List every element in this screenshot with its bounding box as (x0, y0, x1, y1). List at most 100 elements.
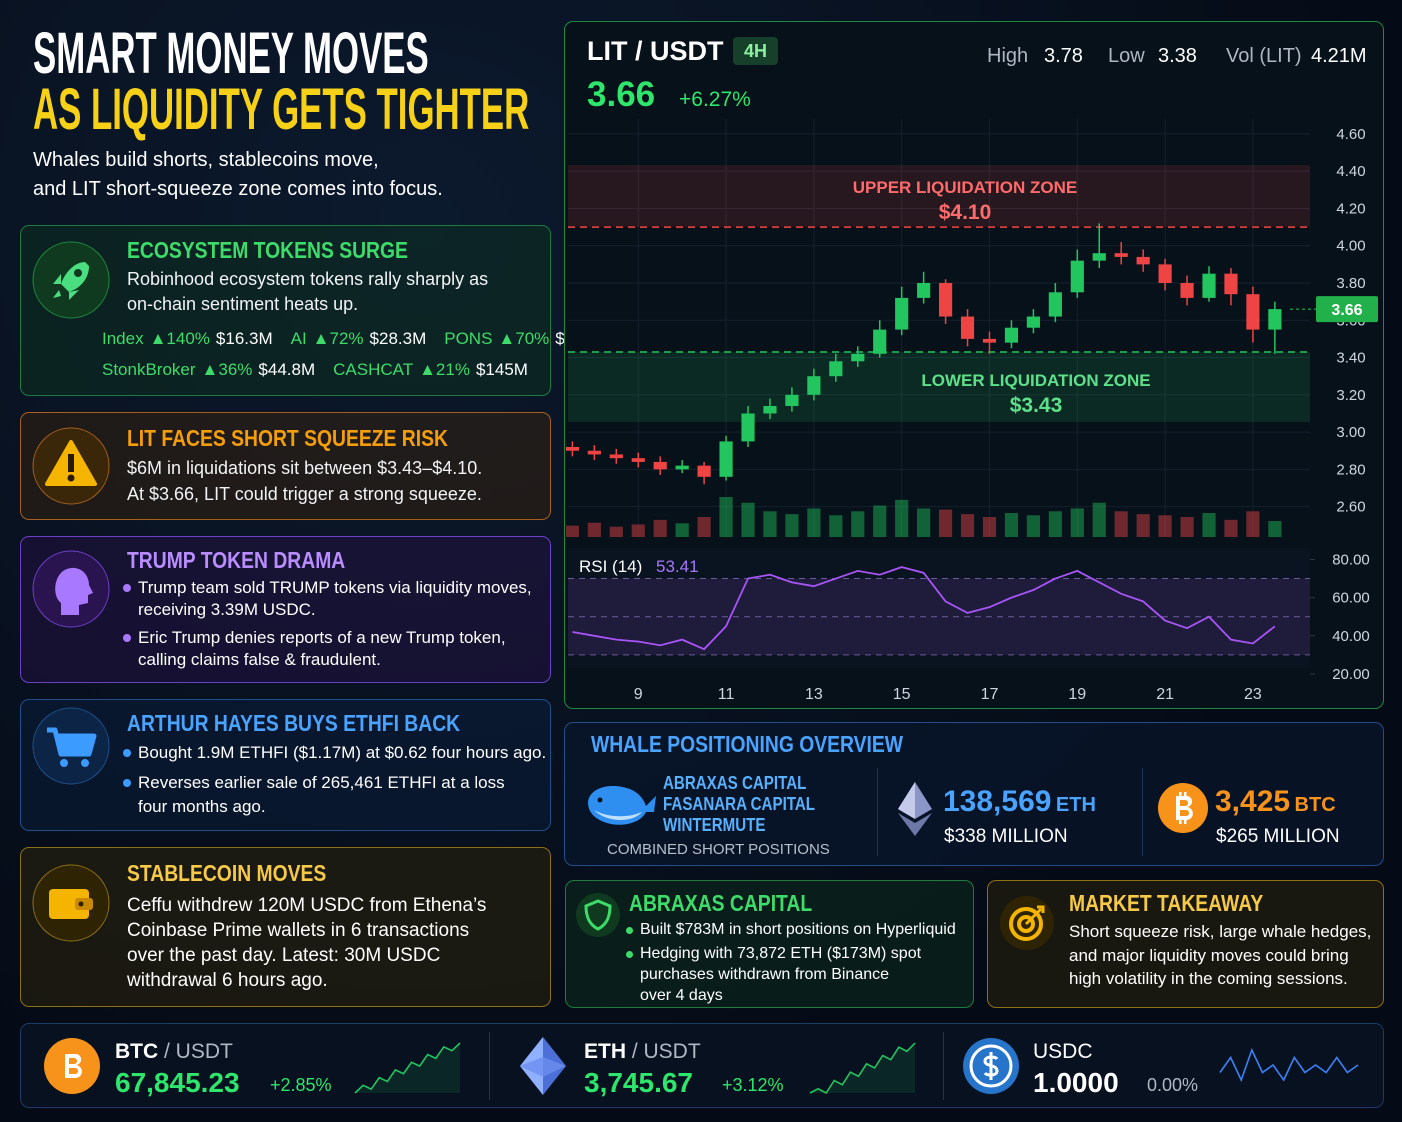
target-icon (1000, 896, 1054, 950)
element (74, 269, 82, 277)
bullet (626, 951, 633, 958)
panel-title: ARTHUR HAYES BUYS ETHFI BACK (127, 710, 461, 736)
element (520, 1057, 566, 1077)
element (1179, 792, 1182, 797)
whale-panel (564, 722, 1384, 866)
bullet-text: receiving 3.39M USDC. (138, 600, 316, 619)
zone-name: UPPER LIQUIDATION ZONE (853, 178, 1077, 197)
zone-band (568, 351, 1310, 422)
ticker-bar (20, 1023, 1384, 1108)
candle-body (1048, 292, 1062, 317)
eth-amount: 138,569 ETH (943, 785, 1096, 819)
y-tick-label: 2.60 (1336, 499, 1365, 516)
bullet (123, 584, 131, 592)
panel-title: ECOSYSTEM TOKENS SURGE (127, 237, 408, 263)
volume-bar (895, 499, 909, 537)
volume-bar (1158, 515, 1172, 537)
timeframe: 4H (733, 37, 778, 65)
token-change: ▲72% (312, 329, 364, 348)
btc-value: $265 MILLION (1216, 826, 1340, 847)
ticker-price: 67,845.23 (115, 1067, 240, 1098)
volume-bar (1202, 513, 1216, 537)
volume-bar (960, 514, 975, 537)
token: CASHCAT ▲21% $145M (333, 360, 528, 380)
candle-body (1246, 294, 1260, 330)
candle-body (807, 376, 821, 395)
btc-icon (1158, 783, 1208, 833)
element (584, 899, 612, 931)
stat-value: 4.21M (1311, 45, 1367, 67)
panel-text: Ceffu withdrew 120M USDC from Ethena’s (127, 895, 487, 916)
sparkline-area (810, 1043, 915, 1093)
candle-body (829, 361, 843, 377)
wallet-icon (32, 864, 110, 942)
element (1017, 915, 1035, 933)
token-change: ▲140% (149, 329, 210, 348)
bullet-text: Hedging with 73,872 ETH ($173M) spot (640, 945, 922, 962)
candle-body (1114, 253, 1128, 257)
volume-bar (609, 526, 623, 537)
volume-bar (565, 525, 579, 537)
element (1179, 819, 1182, 824)
y-tick-label: 4.00 (1336, 238, 1365, 255)
y-tick-label: 3.80 (1336, 275, 1365, 292)
volume-bar (631, 524, 645, 537)
candle-body (1268, 309, 1282, 330)
unit: ETH (1055, 794, 1096, 816)
token-change: ▲70% (498, 329, 550, 348)
ticker-change: 0.00% (1147, 1075, 1199, 1095)
element (1009, 907, 1043, 941)
y-tick-label: 4.40 (1336, 163, 1365, 180)
panel-title: TRUMP TOKEN DRAMA (127, 547, 346, 573)
stat-value: 3.78 (1044, 45, 1083, 67)
volume-bar (719, 497, 733, 537)
panel-title: WHALE POSITIONING OVERVIEW (591, 731, 904, 757)
candle-body (675, 465, 689, 470)
element (1024, 905, 1045, 926)
hayes-panel (20, 699, 551, 831)
rsi-line (572, 566, 1276, 651)
token-name: Index (102, 329, 144, 348)
element (1184, 819, 1187, 824)
quote: / USDT (164, 1040, 233, 1063)
x-tick-label: 21 (1156, 686, 1174, 703)
panel-text: and major liquidity moves could bring (1069, 946, 1349, 965)
y-tick-label: 2.80 (1336, 461, 1365, 478)
candle-body (1004, 327, 1019, 343)
bullet-text: four months ago. (138, 797, 266, 816)
token-volume: $145M (475, 360, 528, 379)
eth-icon (898, 782, 932, 836)
candle-body (917, 283, 931, 298)
panel-text: withdrawal 6 hours ago. (127, 970, 328, 991)
volume-bar (873, 505, 887, 537)
element (60, 759, 68, 767)
candle-body (873, 329, 887, 354)
volume-bar (763, 511, 777, 537)
shield-icon (576, 893, 620, 937)
element (65, 1054, 82, 1078)
bullet-text: Bought 1.9M ETHFI ($1.17M) at $0.62 four… (138, 743, 547, 762)
warning-icon (32, 427, 110, 505)
quote: / USDT (631, 1040, 701, 1063)
token-change: ▲36% (201, 360, 253, 379)
stablecoin-panel (20, 847, 551, 1007)
y-tick-label: 60.00 (1332, 590, 1370, 607)
element (594, 810, 642, 820)
panel-text: $6M in liquidations sit between $3.43–$4… (127, 458, 483, 478)
volume-bar (1136, 514, 1150, 537)
token-change: ▲21% (419, 360, 470, 379)
pair: LIT / USDT (587, 36, 724, 66)
sparkline (809, 1042, 916, 1095)
token-name: PONS (444, 329, 493, 348)
candle-body (1136, 256, 1150, 265)
volume-bar (587, 522, 601, 537)
ticker-change: +3.12% (722, 1075, 784, 1095)
price-tag-label: 3.66 (1331, 302, 1362, 319)
element (49, 889, 89, 919)
bullet-text: Reverses earlier sale of 265,461 ETHFI a… (138, 773, 505, 792)
element (53, 274, 79, 300)
candle-body (631, 458, 645, 462)
panel-title: LIT FACES SHORT SQUEEZE RISK (127, 425, 448, 451)
volume-bar (939, 509, 953, 537)
